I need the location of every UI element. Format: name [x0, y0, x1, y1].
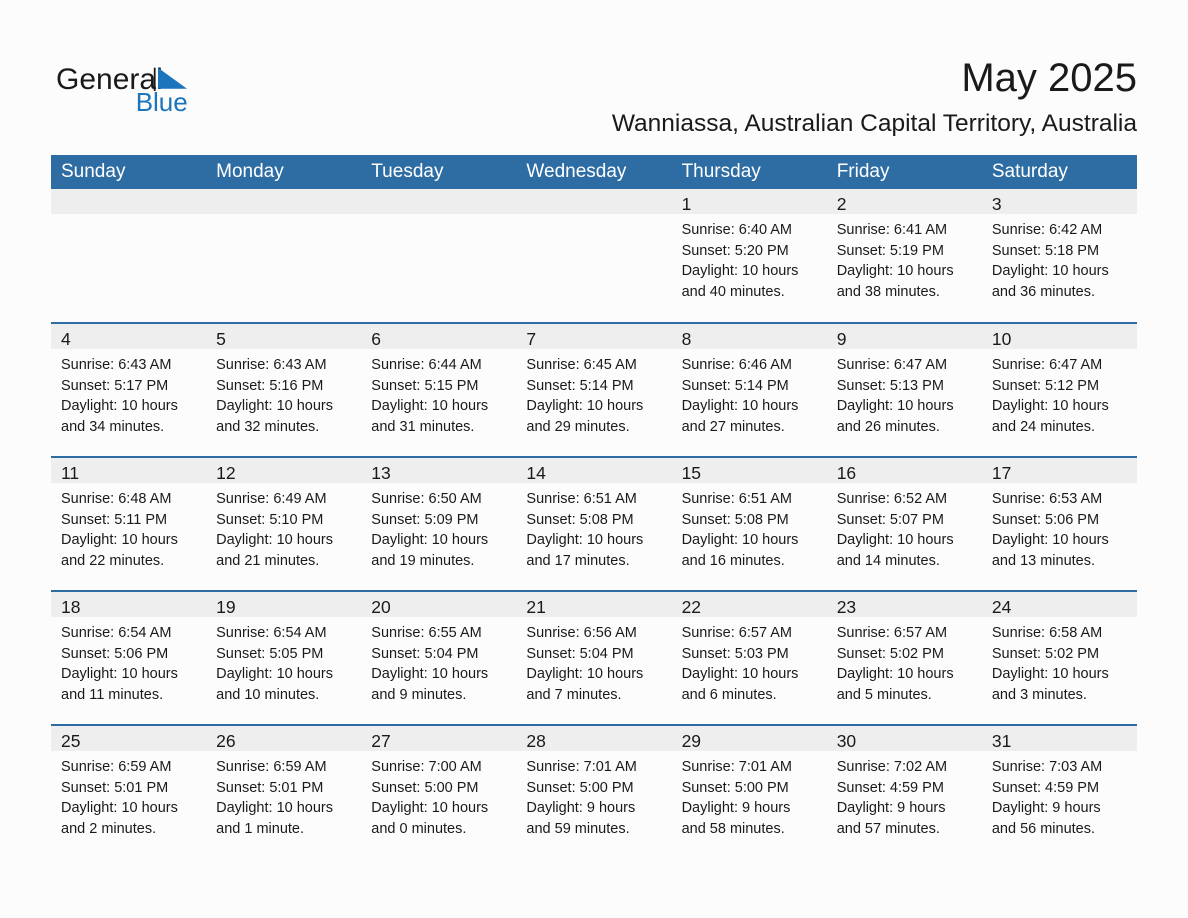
svg-text:Blue: Blue [136, 87, 188, 117]
